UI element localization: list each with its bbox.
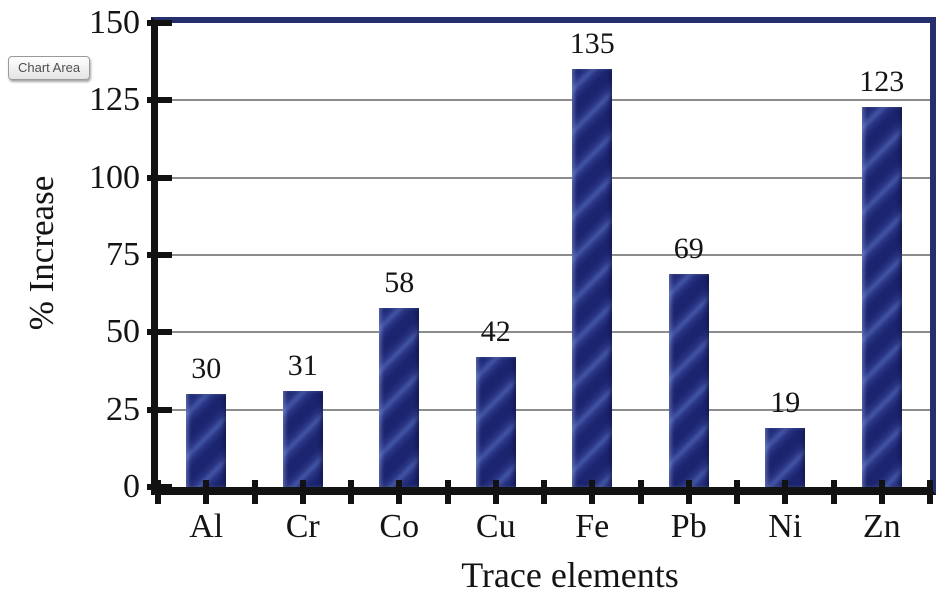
x-tick xyxy=(830,480,837,504)
x-tick xyxy=(589,480,596,504)
x-tick xyxy=(541,480,547,504)
category-label: Fe xyxy=(575,508,610,545)
gridline xyxy=(158,408,930,411)
bar[interactable] xyxy=(475,357,516,487)
bar-value-label: 123 xyxy=(859,64,905,98)
y-tick xyxy=(147,20,172,26)
category-label: Co xyxy=(379,508,420,545)
category-label: Cr xyxy=(285,508,320,545)
bar-value-label: 69 xyxy=(673,231,704,265)
x-tick xyxy=(396,480,403,504)
bar-value-label: 135 xyxy=(569,27,615,61)
gridline xyxy=(158,176,930,179)
y-tick-label: 100 xyxy=(89,158,140,196)
plot-area[interactable]: 30 31 58 42 135 69 19 123 xyxy=(151,17,936,495)
x-tick xyxy=(685,480,692,504)
category-label: Al xyxy=(189,508,224,545)
bar-value-label: 31 xyxy=(287,349,318,383)
y-tick-label: 150 xyxy=(89,4,140,41)
y-tick-label: 0 xyxy=(123,468,140,505)
x-tick xyxy=(782,480,789,504)
y-tick-label: 75 xyxy=(106,236,140,273)
y-tick xyxy=(147,174,172,181)
bar-value-label: 42 xyxy=(480,315,511,349)
bar-value-label: 58 xyxy=(384,265,415,299)
gridline xyxy=(158,331,930,334)
bar[interactable] xyxy=(572,69,613,487)
bar[interactable] xyxy=(668,273,709,487)
x-tick xyxy=(203,480,210,504)
category-label: Zn xyxy=(862,508,901,545)
x-tick xyxy=(878,480,885,504)
y-tick xyxy=(147,329,172,336)
chart-area-tooltip-label: Chart Area xyxy=(18,60,81,75)
x-tick xyxy=(927,480,933,504)
y-tick xyxy=(147,406,172,413)
category-label: Ni xyxy=(768,508,803,545)
gridline xyxy=(158,254,930,256)
category-label: Cu xyxy=(475,508,516,545)
bar[interactable] xyxy=(861,106,902,487)
y-tick xyxy=(147,252,172,258)
x-tick xyxy=(251,480,258,504)
x-axis-title: Trace elements xyxy=(461,555,679,595)
category-label: Pb xyxy=(670,508,707,545)
x-tick xyxy=(637,480,644,504)
y-tick xyxy=(147,97,172,104)
gridline xyxy=(158,99,930,102)
x-tick xyxy=(444,480,451,504)
bar[interactable] xyxy=(379,307,420,487)
bar[interactable] xyxy=(282,391,323,487)
x-tick xyxy=(492,480,499,504)
x-tick xyxy=(348,480,354,504)
bar-value-label: 30 xyxy=(191,352,222,386)
x-tick xyxy=(734,480,740,504)
bar[interactable] xyxy=(765,428,806,487)
bar-value-label: 19 xyxy=(770,386,801,420)
y-tick-label: 125 xyxy=(89,81,140,119)
y-tick-label: 25 xyxy=(106,390,140,428)
y-tick-label: 50 xyxy=(106,313,140,351)
x-tick xyxy=(299,480,306,504)
bar[interactable] xyxy=(186,394,227,487)
x-tick xyxy=(155,480,161,504)
chart-area-tooltip: Chart Area xyxy=(8,56,91,80)
